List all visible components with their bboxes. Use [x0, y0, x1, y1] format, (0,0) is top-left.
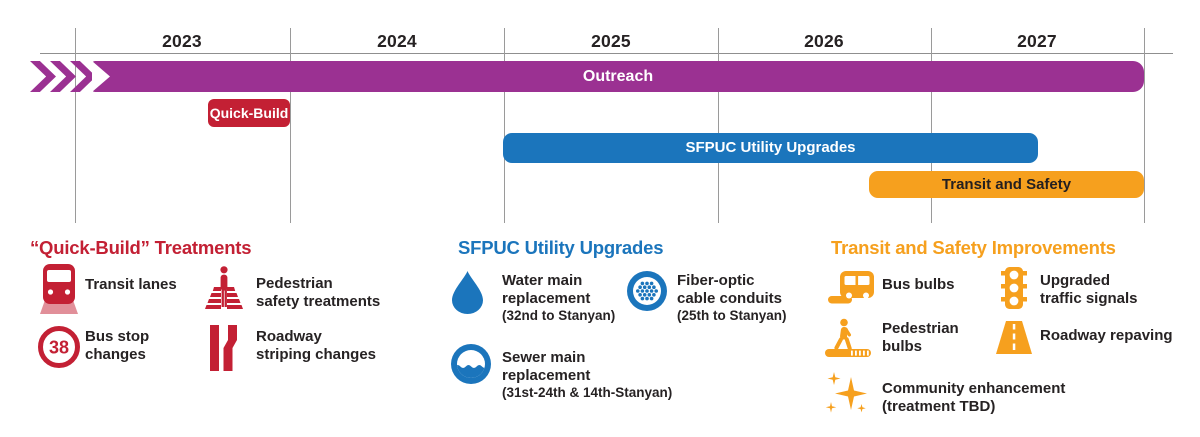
gridline-2025-start: [504, 28, 505, 223]
legend-item-note: (31st-24th & 14th-Stanyan): [502, 385, 673, 400]
legend-item-line: Fiber-optic: [677, 272, 755, 289]
outreach-bar: Outreach: [92, 61, 1144, 92]
legend-item-line: Roadway: [256, 328, 322, 345]
legend-item-line: striping changes: [256, 345, 377, 363]
route-38-badge-icon: 38: [38, 326, 80, 368]
quick-build-bar-label: Quick-Build: [209, 105, 289, 121]
pedestrian-bulb-icon: [825, 318, 873, 358]
legend-item-note: (32nd to Stanyan): [502, 308, 616, 323]
bus-bulb-icon: [828, 271, 874, 305]
transit-safety-bar-label: Transit and Safety: [941, 176, 1072, 193]
legend-item-line: Water main: [502, 272, 583, 289]
legend-item-label: Transit lanes: [85, 276, 177, 294]
legend-item-line: Roadway repaving: [1040, 327, 1173, 344]
pedestrian-crosswalk-icon: [202, 266, 246, 310]
transit-and-safety-bar: Transit and Safety: [869, 171, 1144, 198]
gridline-2026-start: [718, 28, 719, 223]
traffic-signal-icon: [1001, 267, 1027, 309]
legend-item-label: Community enhancement (treatment TBD): [882, 380, 1065, 415]
legend-item-line: replacement: [502, 289, 591, 307]
legend-item-label: Roadway repaving: [1040, 327, 1173, 345]
sewer-pipe-icon: [451, 344, 491, 384]
year-label-2027: 2027: [1017, 31, 1057, 51]
legend-item-line: Pedestrian: [882, 320, 959, 337]
transit-bus-icon: [40, 264, 78, 314]
gridline-2024-start: [290, 28, 291, 223]
transit-safety-section-title: Transit and Safety Improvements: [831, 237, 1116, 258]
fiber-optic-icon: [627, 271, 667, 311]
legend-item-label: Water main replacement (32nd to Stanyan): [502, 272, 615, 325]
year-label-2026: 2026: [804, 31, 844, 51]
sfpuc-utility-upgrades-bar: SFPUC Utility Upgrades: [503, 133, 1038, 163]
timeline-axis-line: [40, 53, 1173, 54]
gridline-2027-start: [931, 28, 932, 223]
legend-item-line: Upgraded: [1040, 272, 1111, 289]
legend-item-line: (treatment TBD): [882, 397, 996, 415]
gridline-2023-start: [75, 28, 76, 223]
outreach-bar-label: Outreach: [582, 68, 654, 85]
legend-item-line: replacement: [502, 366, 591, 384]
legend-item-line: traffic signals: [1040, 289, 1138, 307]
quick-build-section-title: “Quick-Build” Treatments: [30, 237, 252, 258]
year-label-2024: 2024: [377, 31, 417, 51]
legend-item-label: Pedestrian bulbs: [882, 320, 959, 355]
legend-item-line: Transit lanes: [85, 276, 177, 293]
year-label-2025: 2025: [591, 31, 631, 51]
chevron-icon: [30, 61, 56, 92]
legend-item-label: Upgraded traffic signals: [1040, 272, 1138, 307]
legend-item-line: bulbs: [882, 337, 922, 355]
legend-item-line: cable conduits: [677, 289, 783, 307]
legend-item-label: Pedestrian safety treatments: [256, 275, 380, 310]
sfpuc-section-title: SFPUC Utility Upgrades: [458, 237, 664, 258]
legend-item-label: Roadway striping changes: [256, 328, 376, 363]
legend-item-line: Community enhancement: [882, 380, 1066, 397]
gridline-2027-end: [1144, 28, 1145, 223]
legend-item-line: Sewer main: [502, 349, 586, 366]
route-number-text: 38: [49, 338, 69, 358]
lane-striping-icon: [209, 323, 239, 373]
legend-item-label: Bus bulbs: [882, 276, 955, 294]
legend-item-label: Sewer main replacement (31st-24th & 14th…: [502, 349, 672, 402]
legend-item-line: Bus bulbs: [882, 276, 955, 293]
roadway-repaving-icon: [996, 321, 1032, 354]
quick-build-bar: Quick-Build: [208, 99, 290, 127]
year-label-2023: 2023: [162, 31, 202, 51]
legend-item-label: Bus stop changes: [85, 328, 149, 363]
community-sparkle-icon: [824, 371, 872, 417]
legend-item-line: changes: [85, 345, 146, 363]
legend-item-line: safety treatments: [256, 292, 381, 310]
legend-item-line: Bus stop: [85, 328, 150, 345]
legend-item-line: Pedestrian: [256, 275, 333, 292]
water-drop-icon: [452, 271, 483, 314]
sfpuc-bar-label: SFPUC Utility Upgrades: [685, 139, 856, 156]
legend-item-label: Fiber-optic cable conduits (25th to Stan…: [677, 272, 787, 325]
legend-item-note: (25th to Stanyan): [677, 308, 787, 323]
